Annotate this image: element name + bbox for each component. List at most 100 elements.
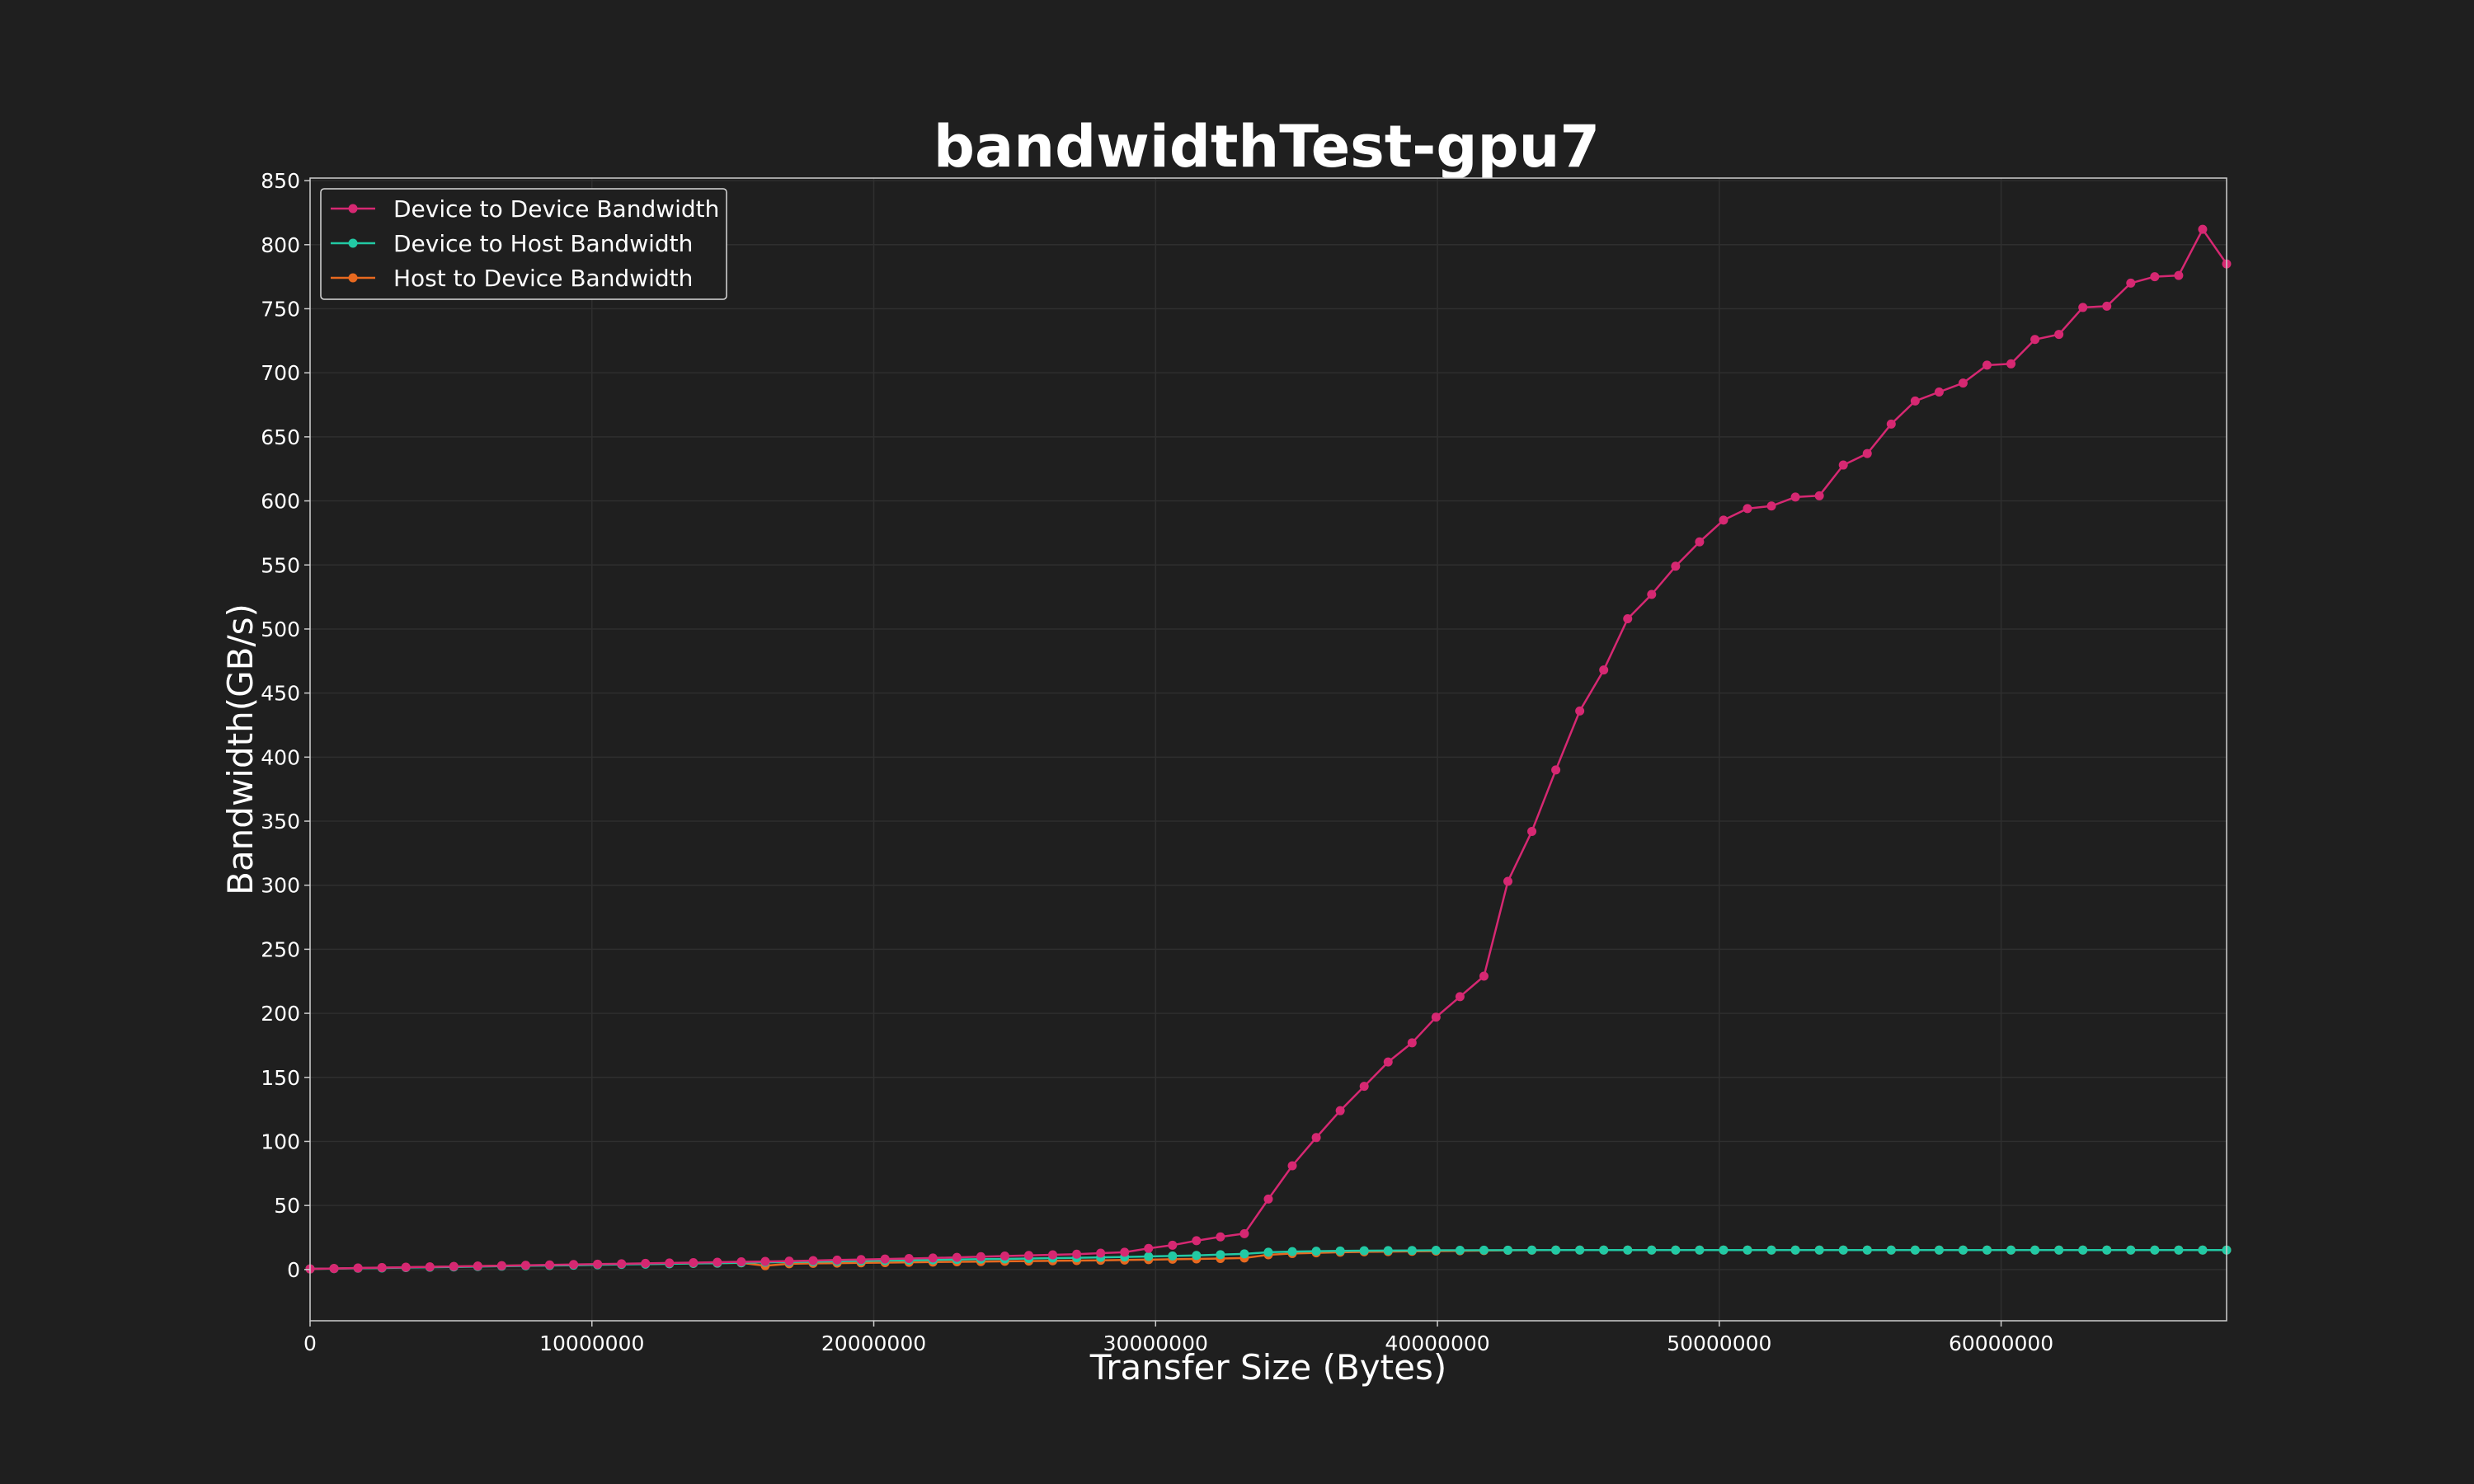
data-point (2150, 1245, 2160, 1255)
data-point (1383, 1057, 1393, 1067)
data-point (2006, 359, 2016, 369)
data-point (1551, 765, 1561, 775)
data-point (1072, 1249, 1082, 1259)
data-point (1239, 1249, 1249, 1259)
data-point (449, 1261, 459, 1271)
data-point (1647, 589, 1657, 599)
data-point (1216, 1250, 1225, 1260)
data-point (1359, 1082, 1369, 1092)
data-point (1431, 1012, 1441, 1022)
legend-label: Host to Device Bandwidth (393, 265, 693, 292)
data-point (1048, 1250, 1058, 1260)
y-tick-label: 50 (274, 1194, 300, 1218)
data-point (2054, 1245, 2064, 1255)
chart-title: bandwidthTest-gpu7 (934, 113, 1600, 181)
data-point (2198, 1245, 2208, 1255)
data-point (1168, 1240, 1178, 1250)
data-point (1096, 1248, 1106, 1258)
data-point (1743, 504, 1752, 514)
data-point (2030, 335, 2040, 345)
legend: Device to Device Bandwidth Device to Host… (320, 188, 727, 300)
data-point (1647, 1245, 1657, 1255)
data-point (1695, 1245, 1705, 1255)
data-point (2198, 224, 2208, 234)
data-point (1838, 460, 1848, 470)
data-point (1910, 396, 1920, 406)
data-point (1287, 1161, 1297, 1171)
data-point (1982, 1245, 1992, 1255)
y-tick-label: 600 (261, 490, 300, 514)
y-tick-label: 250 (261, 937, 300, 961)
data-point (1958, 1245, 1968, 1255)
series-lines (305, 224, 2232, 1274)
x-tick-label: 60000000 (1949, 1331, 2053, 1355)
data-point (1551, 1245, 1561, 1255)
data-point (473, 1261, 482, 1271)
data-point (1886, 1245, 1896, 1255)
data-point (1575, 706, 1585, 716)
data-point (1311, 1247, 1321, 1256)
data-point (1958, 378, 1968, 388)
data-point (1192, 1236, 1202, 1246)
data-point (2174, 1245, 2184, 1255)
data-point (1862, 448, 1872, 458)
data-point (1168, 1251, 1178, 1261)
plot-frame (309, 177, 2227, 1322)
data-point (2174, 270, 2184, 280)
data-point (1335, 1106, 1345, 1115)
data-point (2078, 1245, 2088, 1255)
x-tick-label: 10000000 (539, 1331, 644, 1355)
data-point (1623, 614, 1633, 624)
y-tick-label: 800 (261, 233, 300, 257)
data-point (1575, 1245, 1585, 1255)
data-point (1934, 387, 1944, 397)
data-point (856, 1255, 866, 1265)
data-point (1838, 1245, 1848, 1255)
data-point (2006, 1245, 2016, 1255)
y-axis-ticks: 0 50 100 150 200 250 300 350 400 450 500 550 600 650 7… (261, 169, 310, 1282)
data-point (1599, 665, 1609, 675)
data-point (329, 1264, 339, 1274)
data-point (1766, 501, 1776, 511)
data-point (1599, 1245, 1609, 1255)
data-point (1719, 515, 1729, 525)
data-point (1886, 419, 1896, 429)
x-tick-label: 50000000 (1667, 1331, 1771, 1355)
y-tick-label: 100 (261, 1129, 300, 1153)
x-axis-label: Transfer Size (Bytes) (1089, 1347, 1446, 1388)
data-point (617, 1259, 627, 1269)
y-tick-label: 650 (261, 425, 300, 449)
data-point (1743, 1245, 1752, 1255)
data-point (1862, 1245, 1872, 1255)
data-point (736, 1257, 746, 1267)
data-point (1455, 1246, 1465, 1256)
data-point (1383, 1246, 1393, 1256)
legend-label: Device to Host Bandwidth (393, 230, 693, 257)
y-tick-label: 0 (287, 1258, 300, 1282)
data-point (569, 1260, 579, 1270)
y-tick-label: 200 (261, 1002, 300, 1026)
data-point (713, 1257, 722, 1267)
data-point (520, 1261, 530, 1270)
data-point (1239, 1228, 1249, 1238)
x-axis-ticks: 0 10000000 20000000 30000000 40000000 5000000… (303, 1321, 2053, 1355)
legend-entry: Device to Device Bandwidth (331, 195, 719, 223)
data-point (784, 1256, 794, 1266)
data-point (593, 1259, 603, 1269)
data-point (1120, 1247, 1130, 1257)
data-point (1263, 1247, 1273, 1257)
data-point (1503, 876, 1512, 886)
data-point (1527, 1245, 1537, 1255)
legend-swatch-marker (348, 273, 358, 283)
data-point (1790, 1245, 1800, 1255)
data-point (1479, 1245, 1489, 1255)
data-point (904, 1253, 914, 1263)
legend-box (320, 188, 727, 300)
data-point (545, 1260, 554, 1270)
data-point (1814, 1245, 1824, 1255)
data-point (880, 1254, 890, 1264)
legend-entry: Host to Device Bandwidth (331, 265, 693, 292)
x-tick-label: 0 (303, 1331, 317, 1355)
legend-entry: Device to Host Bandwidth (331, 230, 693, 257)
data-point (1359, 1246, 1369, 1256)
